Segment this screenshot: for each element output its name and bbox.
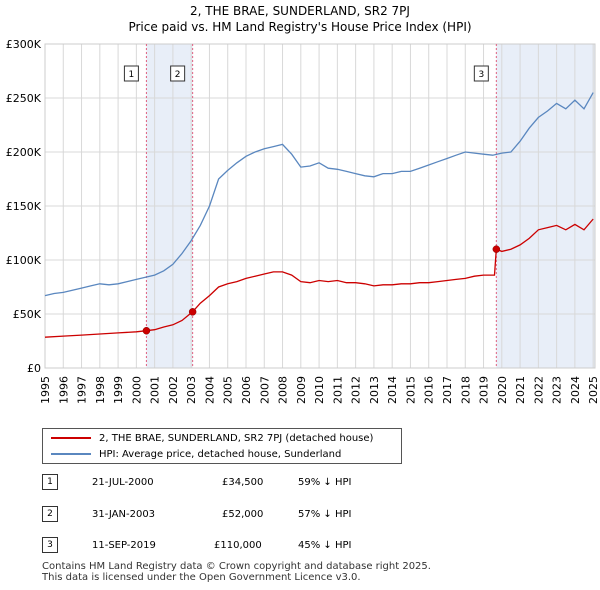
series-line: [44, 218, 594, 338]
legend-label-hpi: HPI: Average price, detached house, Sund…: [99, 448, 342, 460]
marker-label: 2: [175, 70, 181, 80]
x-tick-label: 2019: [478, 376, 491, 404]
transaction-date: 31-JAN-2003: [92, 509, 156, 520]
transaction-number: 2: [42, 506, 58, 522]
x-tick-label: 2002: [167, 376, 180, 404]
x-tick-label: 2018: [459, 376, 472, 404]
chart-title: 2, THE BRAE, SUNDERLAND, SR2 7PJ: [190, 4, 410, 18]
transaction-hpi: 57% ↓ HPI: [298, 509, 352, 520]
marker-label: 1: [129, 70, 135, 80]
transaction-number: 1: [42, 474, 58, 490]
x-tick-label: 2024: [569, 376, 582, 404]
x-tick-label: 2007: [258, 376, 271, 404]
y-tick-label: £100K: [6, 254, 42, 267]
y-tick-label: £250K: [6, 92, 42, 105]
marker-box: [473, 65, 489, 82]
x-tick-label: 2003: [185, 376, 198, 404]
x-tick-label: 2004: [203, 376, 216, 404]
x-tick-label: 1999: [112, 376, 125, 404]
transaction-price: £34,500: [222, 477, 264, 488]
x-tick-label: 2009: [295, 376, 308, 404]
transaction-number: 3: [42, 537, 58, 553]
x-tick-label: 2010: [313, 376, 326, 404]
x-tick-label: 2017: [441, 376, 454, 404]
x-tick-label: 2025: [587, 376, 600, 404]
sale-point: [492, 245, 501, 253]
x-tick-label: 2001: [149, 376, 162, 404]
x-tick-label: 2021: [514, 376, 527, 404]
x-tick-label: 2022: [532, 376, 545, 404]
legend-item-property: 2, THE BRAE, SUNDERLAND, SR2 7PJ (detach…: [51, 431, 373, 445]
x-tick-label: 2015: [404, 376, 417, 404]
series-line: [44, 92, 594, 297]
x-tick-label: 2000: [130, 376, 143, 404]
marker-box: [123, 65, 139, 82]
y-tick-label: £200K: [6, 146, 42, 159]
y-tick-label: £300K: [6, 38, 42, 51]
legend-swatch-hpi: [51, 453, 91, 455]
legend-item-hpi: HPI: Average price, detached house, Sund…: [51, 447, 341, 461]
legend: 2, THE BRAE, SUNDERLAND, SR2 7PJ (detach…: [42, 428, 402, 464]
x-tick-label: 2008: [277, 376, 290, 404]
legend-label-property: 2, THE BRAE, SUNDERLAND, SR2 7PJ (detach…: [99, 432, 374, 444]
sale-point: [142, 326, 151, 335]
transaction-hpi: 59% ↓ HPI: [298, 477, 352, 488]
x-tick-label: 2012: [350, 376, 363, 404]
plot-border: [44, 43, 596, 369]
transaction-hpi: 45% ↓ HPI: [298, 540, 352, 551]
footer-licence: This data is licensed under the Open Gov…: [42, 572, 361, 583]
marker-box: [170, 65, 186, 82]
x-tick-label: 1995: [39, 376, 52, 404]
price-chart: £0 £50K £100K £150K £200K £250K £300K 1995 1996 1…: [6, 38, 600, 404]
x-tick-label: 2014: [386, 376, 399, 404]
x-tick-label: 2011: [331, 376, 344, 404]
transaction-price: £52,000: [222, 509, 264, 520]
x-tick-label: 2016: [423, 376, 436, 404]
y-tick-label: £50K: [13, 308, 42, 321]
x-tick-label: 2020: [496, 376, 509, 404]
x-tick-label: 1996: [57, 376, 70, 404]
legend-swatch-property: [51, 437, 91, 439]
transaction-price: £110,000: [214, 540, 262, 551]
x-tick-label: 2005: [222, 376, 235, 404]
chart-subtitle: Price paid vs. HM Land Registry's House …: [128, 20, 472, 34]
y-tick-label: £150K: [6, 200, 42, 213]
marker-label: 3: [478, 70, 484, 80]
x-tick-label: 2023: [551, 376, 564, 404]
x-tick-label: 2006: [240, 376, 253, 404]
x-tick-label: 1997: [76, 376, 89, 404]
transaction-date: 11-SEP-2019: [92, 540, 156, 551]
x-tick-label: 1998: [94, 376, 107, 404]
sale-point: [188, 308, 197, 316]
x-tick-label: 2013: [368, 376, 381, 404]
y-tick-label: £0: [27, 362, 41, 375]
footer-copyright: Contains HM Land Registry data © Crown c…: [42, 561, 431, 572]
transaction-date: 21-JUL-2000: [92, 477, 154, 488]
